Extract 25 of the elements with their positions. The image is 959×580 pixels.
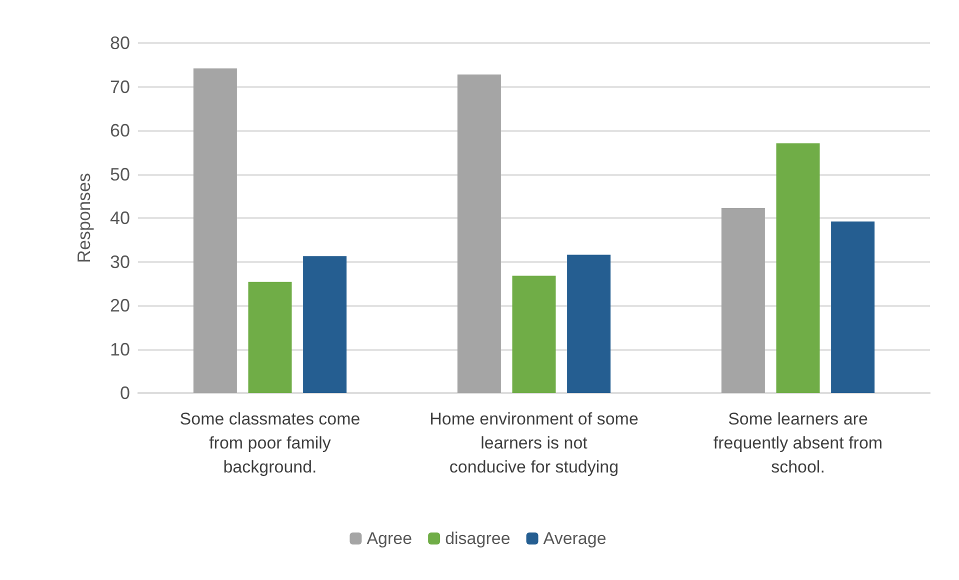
y-tick-label: 30 (110, 252, 130, 272)
x-tick-label: Some classmates come from poor family background. (180, 410, 360, 476)
bar (193, 68, 237, 393)
bar (512, 276, 556, 393)
bar (721, 208, 765, 393)
bar (776, 143, 820, 393)
x-tick-label: Some learners are frequently absent from school. (713, 410, 883, 476)
y-tick-label: 10 (110, 339, 130, 360)
bar (457, 74, 501, 393)
legend-label: Average (543, 529, 606, 548)
legend-label: disagree (445, 529, 510, 548)
y-tick-label: 20 (110, 296, 130, 316)
y-tick-label: 40 (110, 208, 130, 228)
y-tick-label: 70 (110, 76, 130, 97)
y-tick-label: 50 (110, 164, 130, 184)
y-tick-label: 0 (120, 383, 130, 403)
y-tick-label: 60 (110, 120, 130, 140)
bar (248, 282, 292, 393)
y-axis-title: Responses (74, 172, 94, 264)
bar (303, 256, 347, 393)
bar (831, 222, 875, 393)
bar (567, 254, 611, 393)
legend-label: Agree (366, 529, 412, 548)
x-tick-label: Home environment of some learners is not conducive for studying (430, 410, 638, 476)
y-tick-label: 80 (110, 33, 130, 53)
